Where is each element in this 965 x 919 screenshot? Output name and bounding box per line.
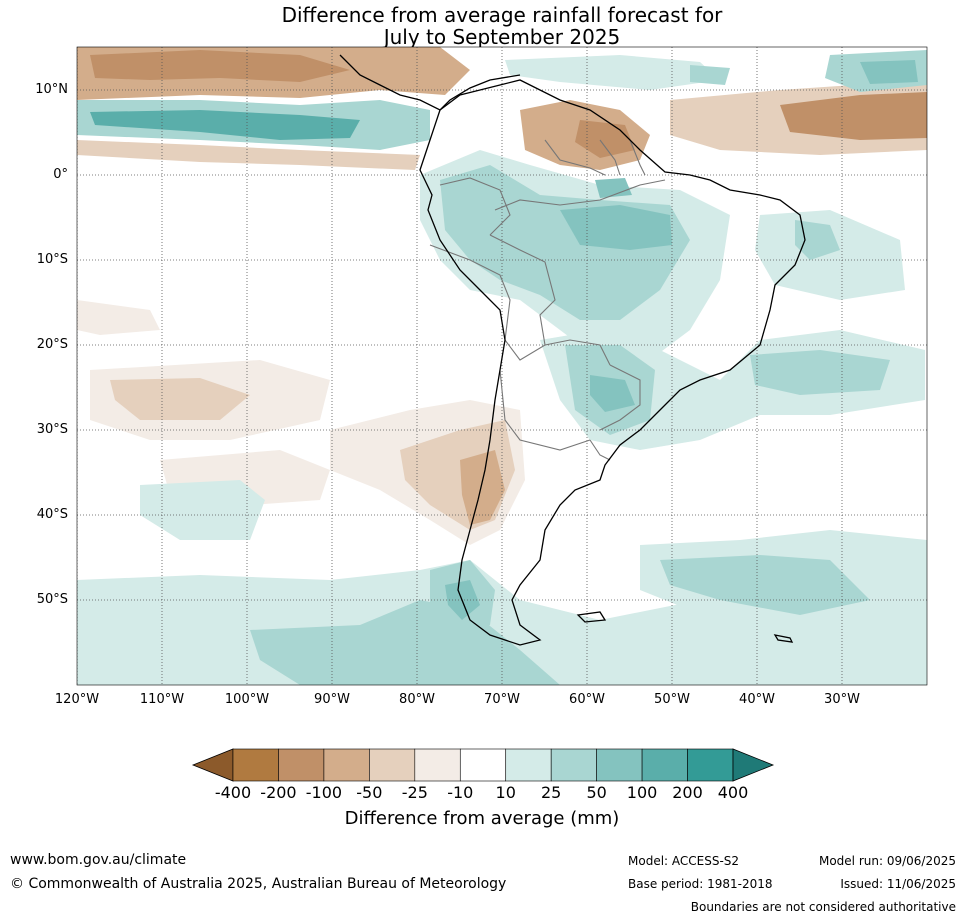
anomaly-dry-atlantic-north-core [780,92,927,140]
footer-model-run: Model run: 09/06/2025 [818,854,956,868]
anomaly-light-dry-below-band [77,140,420,170]
colorbar-tick-label: -50 [356,783,383,802]
gridlines [77,47,927,685]
anomaly-dry-north-pacific-core [90,50,350,82]
anomaly-wet-atlantic-north-core [860,60,918,84]
lon-label-50w: 50°W [654,692,690,707]
country-borders [429,139,666,461]
footer-copyright: © Commonwealth of Australia 2025, Austra… [10,876,507,892]
lon-label-80w: 80°W [399,692,435,707]
coast-south-georgia [773,634,794,643]
map-frame [76,46,928,686]
lon-label-30w: 30°W [824,692,860,707]
lat-label-40s: 40°S [36,507,68,522]
anomaly-wet-ne-brazil [755,210,905,300]
anomaly-wet-atlantic-mid-core [750,350,890,395]
title-line-1: Difference from average rainfall forecas… [281,3,723,27]
title-line-2: July to September 2025 [383,25,621,49]
colorbar-tick-label: -400 [214,783,252,802]
anomaly-wet-caribbean [505,55,720,90]
footer-disclaimer: Boundaries are not considered authoritat… [690,900,956,914]
colorbar-tick-label: -100 [305,783,343,802]
lat-label-20s: 20°S [36,337,68,352]
lon-label-100w: 100°W [224,692,270,707]
map-area [77,47,927,685]
anomaly-wet-ne-brazil-core [795,220,840,260]
colorbar-tick-label: 200 [672,783,703,802]
footer-issued: Issued: 11/06/2025 [840,877,956,891]
colorbar-tick-label: 10 [495,783,516,802]
colorbar-title: Difference from average (mm) [344,808,620,829]
coast-south-america [419,79,806,646]
lat-label-10n: 10°N [35,82,68,97]
coastlines [339,54,806,646]
colorbar-tick-label: -200 [260,783,297,802]
anomaly-wet-amazon-core [440,165,690,320]
coast-central-america [339,54,521,111]
coast-falklands [576,611,607,623]
lon-label-70w: 70°W [484,692,520,707]
anomaly-wet-atlantic-south-core [660,555,870,615]
colorbar-tick-label: 100 [626,783,658,802]
colorbar-tick-label: -10 [447,783,474,802]
colorbar-tick-label: -25 [401,783,428,802]
lat-label-10s: 10°S [36,252,68,267]
footer-website[interactable]: www.bom.gov.au/climate [10,852,187,868]
chart-title: Difference from average rainfall forecas… [77,4,927,48]
lon-label-60w: 60°W [569,692,605,707]
anomaly-dry-chile-core [460,450,505,525]
colorbar-tick-label: 400 [717,783,749,802]
lat-label-50s: 50°S [36,592,68,607]
anomaly-wet-equatorial-core [90,110,360,140]
lon-label-110w: 110°W [139,692,185,707]
lon-label-120w: 120°W [54,692,100,707]
lon-label-40w: 40°W [739,692,775,707]
lat-label-30s: 30°S [36,422,68,437]
anomaly-wet-caribbean-core [690,65,730,85]
anomaly-dry-pacific-mid-core [110,378,250,420]
lat-label-0: 0° [53,167,68,182]
anomaly-wet-amazon-north [595,178,632,198]
lon-label-90w: 90°W [314,692,350,707]
anomaly-wet-amazon-center [560,205,672,250]
anomaly-wet-paraguay-core [590,375,635,412]
footer-model: Model: ACCESS-S2 [628,854,740,868]
footer-base-period: Base period: 1981-2018 [628,877,773,891]
colorbar-tick-label: 25 [540,783,562,802]
colorbar-tick-label: 50 [586,783,607,802]
anomaly-dry-pacific-sw [77,300,160,335]
anomaly-wet-pacific-south [140,480,265,540]
